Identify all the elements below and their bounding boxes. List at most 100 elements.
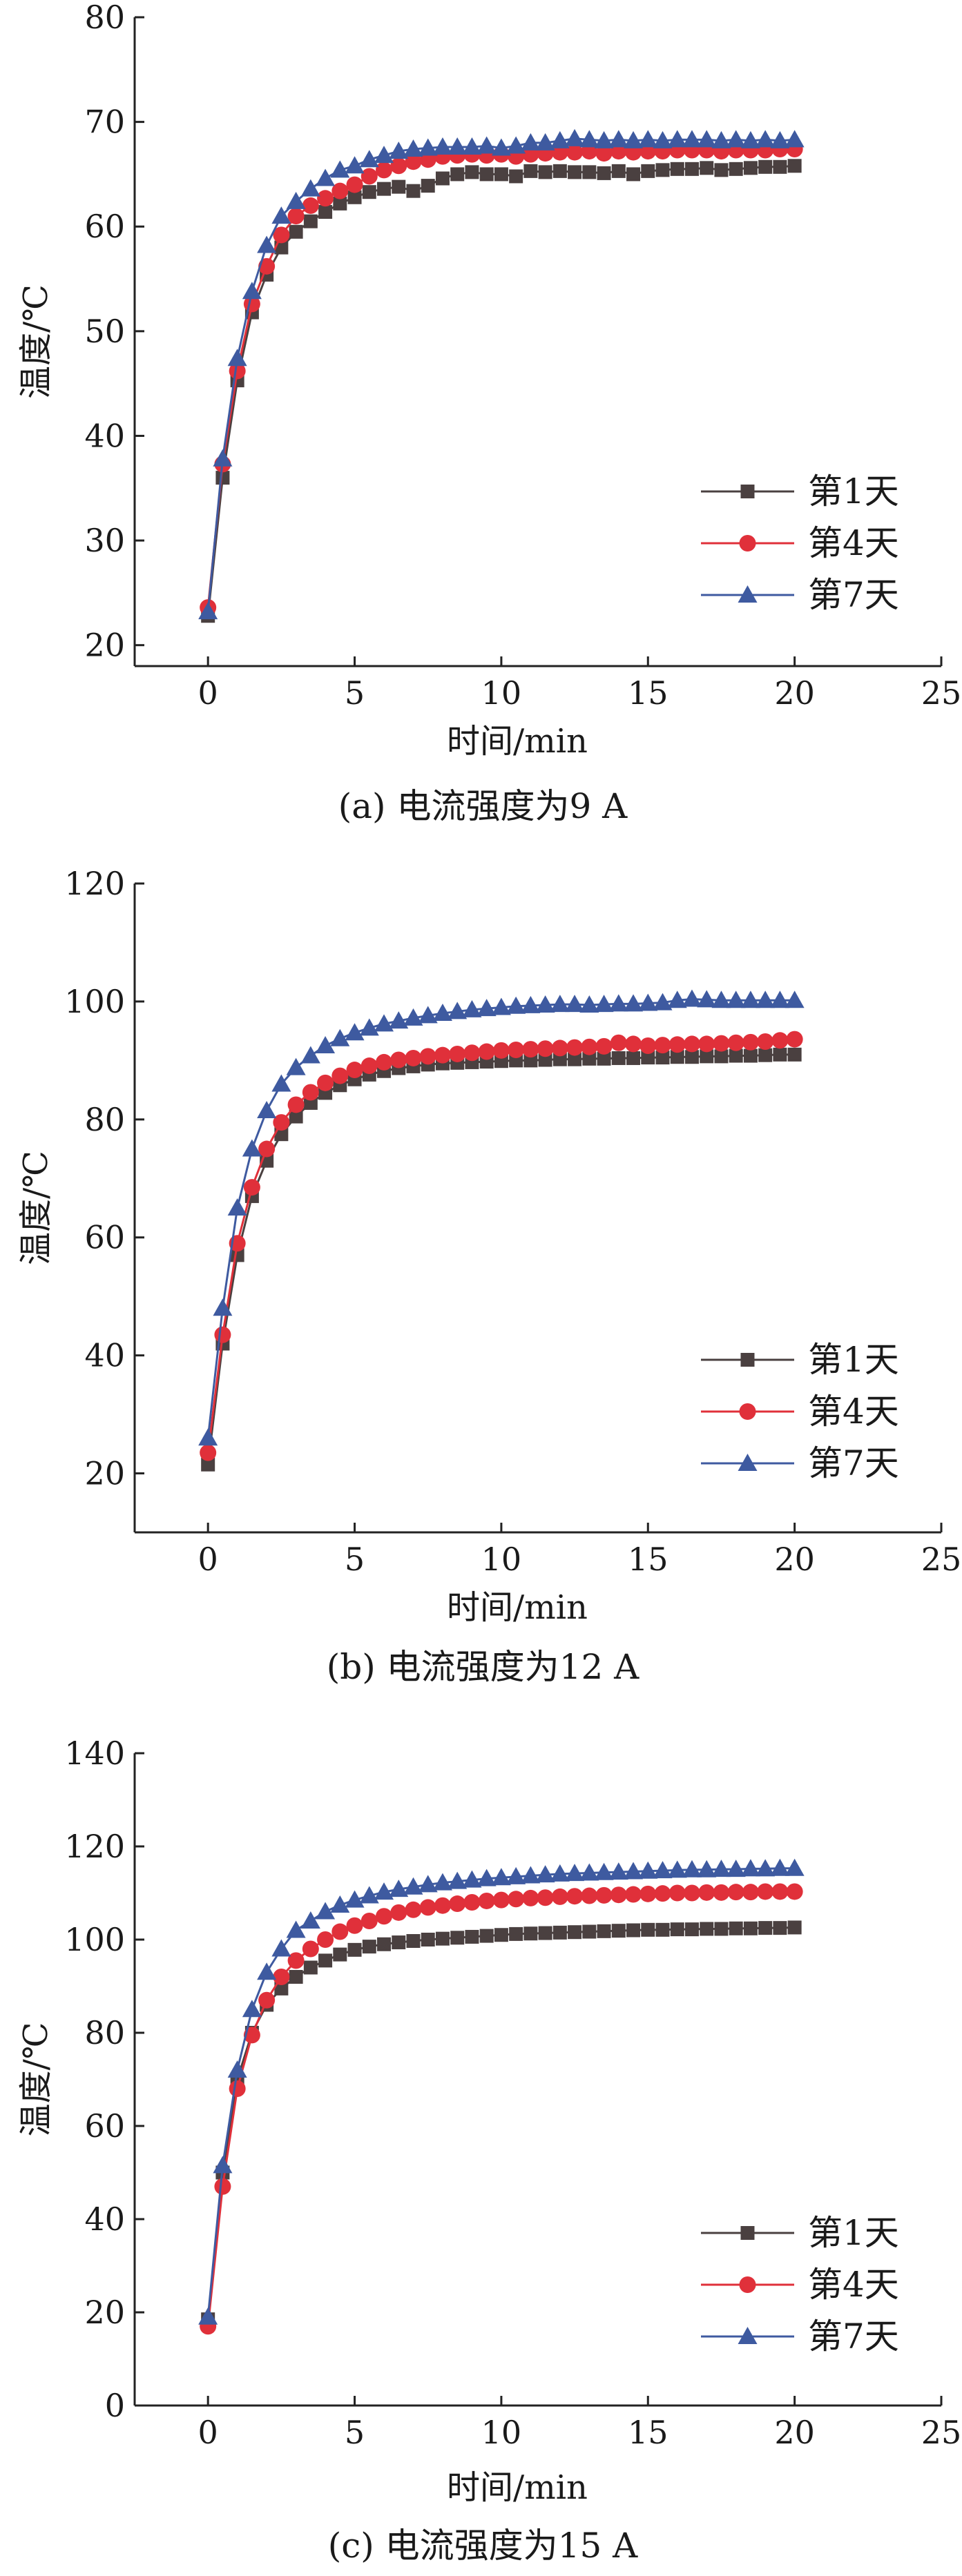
data-point xyxy=(462,999,482,1017)
data-point xyxy=(359,1886,379,1904)
data-point xyxy=(787,1920,802,1935)
data-point xyxy=(770,1858,790,1876)
data-point xyxy=(683,1884,700,1902)
x-tick-label: 5 xyxy=(345,2414,365,2451)
data-point xyxy=(713,1884,730,1901)
data-point xyxy=(624,130,644,148)
data-point xyxy=(271,206,291,224)
data-point xyxy=(756,1859,776,1877)
x-tick-label: 10 xyxy=(481,1541,522,1578)
data-point xyxy=(491,997,511,1015)
data-point xyxy=(639,1037,657,1054)
y-tick-label: 80 xyxy=(84,2014,125,2051)
data-point xyxy=(362,185,376,199)
data-point xyxy=(626,1923,641,1938)
series-1 xyxy=(201,1920,802,2327)
chart-panel-2: 0 5 10 15 20 25 20 40 60 80 100 120 时间/min 温度/℃ (b) 电流… xyxy=(17,865,961,1687)
legend-marker xyxy=(738,1454,758,1471)
data-point xyxy=(597,1051,611,1066)
data-point xyxy=(773,159,787,174)
legend-label: 第7天 xyxy=(808,2316,899,2357)
y-axis-title: 温度/℃ xyxy=(17,1151,55,1265)
data-point xyxy=(274,1981,289,1996)
data-point xyxy=(302,197,319,214)
data-point xyxy=(215,471,230,485)
data-point xyxy=(535,133,555,150)
data-point xyxy=(406,1934,421,1949)
legend-marker xyxy=(739,2276,756,2293)
data-point xyxy=(227,349,247,367)
data-point xyxy=(700,161,714,175)
legend-marker xyxy=(738,2327,758,2344)
series-3 xyxy=(198,989,805,1446)
data-point xyxy=(594,995,614,1013)
data-point xyxy=(477,136,497,154)
data-point xyxy=(773,1047,787,1062)
data-point xyxy=(653,130,673,148)
data-point xyxy=(523,164,538,178)
x-axis-title: 时间/min xyxy=(447,722,588,761)
data-point xyxy=(726,130,746,148)
data-point xyxy=(376,1053,393,1071)
x-axis-title: 时间/min xyxy=(447,2468,588,2507)
data-point xyxy=(462,1870,482,1888)
data-point xyxy=(242,2000,262,2018)
data-point xyxy=(654,1885,671,1902)
data-point xyxy=(491,138,511,156)
data-point xyxy=(682,1860,702,1877)
data-point xyxy=(347,1942,362,1957)
x-tick-label: 15 xyxy=(628,1541,668,1578)
data-point xyxy=(346,1062,363,1079)
data-point xyxy=(316,168,336,186)
data-point xyxy=(492,1891,510,1909)
data-point xyxy=(477,999,497,1017)
data-point xyxy=(641,1051,655,1065)
data-point xyxy=(200,1444,217,1461)
x-tick-label: 15 xyxy=(628,674,668,712)
data-point xyxy=(508,1891,525,1908)
x-tick-label: 25 xyxy=(921,674,962,712)
data-point xyxy=(786,1031,803,1048)
data-point xyxy=(552,164,567,178)
y-tick-label: 80 xyxy=(84,0,125,36)
data-point xyxy=(770,991,790,1008)
data-point xyxy=(608,130,628,148)
data-point xyxy=(392,179,406,194)
data-point xyxy=(597,166,611,180)
legend-label: 第4天 xyxy=(808,2265,899,2305)
data-point xyxy=(506,1866,526,1884)
data-point xyxy=(435,1931,450,1946)
data-point xyxy=(771,1032,789,1049)
y-tick-label: 60 xyxy=(84,208,125,245)
data-point xyxy=(727,1884,744,1901)
data-point xyxy=(608,994,628,1012)
data-point xyxy=(551,1888,568,1905)
data-point xyxy=(667,991,687,1008)
data-point xyxy=(376,162,393,179)
data-point xyxy=(568,1052,582,1066)
data-point xyxy=(713,1035,730,1052)
data-point xyxy=(273,226,290,244)
data-point xyxy=(638,1861,658,1879)
data-point xyxy=(581,1038,598,1055)
data-point xyxy=(552,1052,567,1066)
data-point xyxy=(625,1035,642,1053)
data-point xyxy=(273,1969,290,1985)
data-point xyxy=(271,1074,291,1092)
x-tick-label: 25 xyxy=(921,1541,962,1578)
data-point xyxy=(465,165,479,179)
data-point xyxy=(700,1922,714,1936)
x-tick-label: 20 xyxy=(774,1541,815,1578)
x-tick-label: 0 xyxy=(198,1541,218,1578)
legend-label: 第1天 xyxy=(808,2213,899,2253)
data-point xyxy=(331,182,349,199)
legend-marker xyxy=(740,485,755,498)
data-point xyxy=(786,1883,803,1900)
data-point xyxy=(286,191,306,209)
data-point xyxy=(785,130,805,148)
data-point xyxy=(611,1924,626,1938)
data-point xyxy=(697,990,717,1008)
data-point xyxy=(668,1036,686,1053)
data-point xyxy=(509,169,523,184)
